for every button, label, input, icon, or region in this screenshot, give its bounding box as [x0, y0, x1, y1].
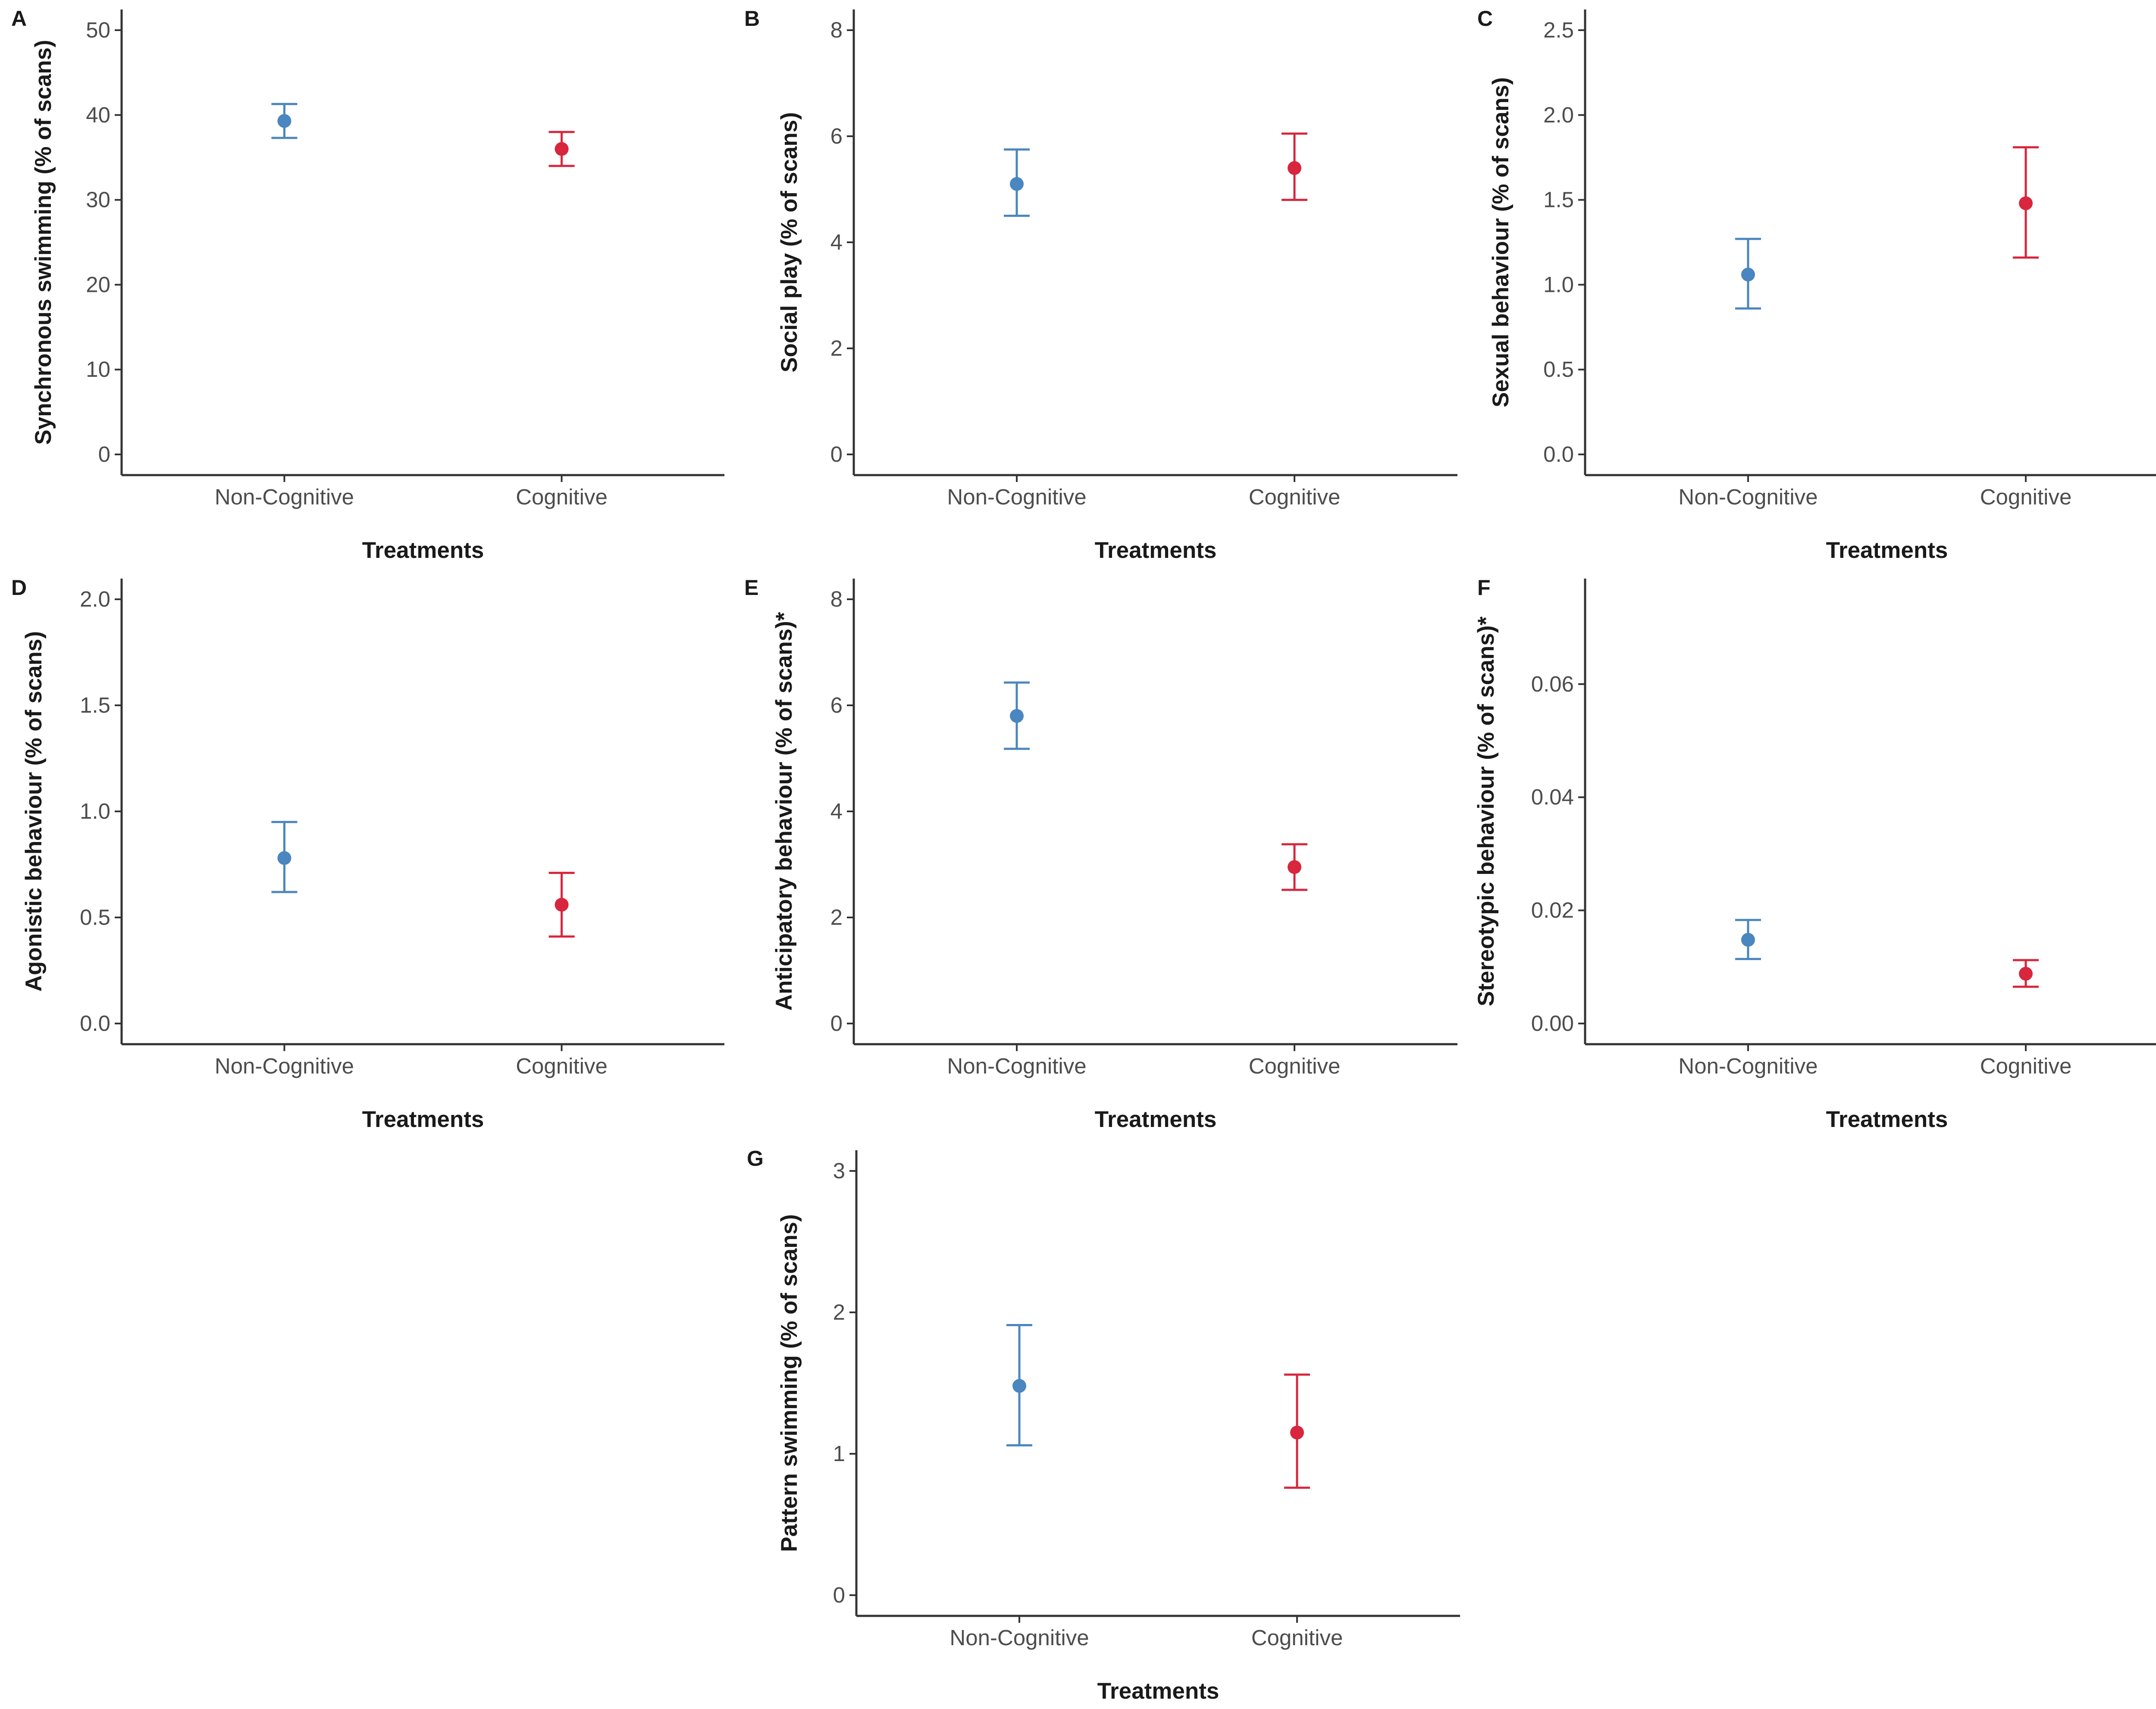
- panel-label: G: [747, 1146, 764, 1171]
- y-tick-label: 6: [830, 693, 843, 717]
- y-tick-label: 0.5: [1543, 357, 1574, 382]
- data-point: [1290, 1425, 1304, 1440]
- y-tick-label: 40: [86, 103, 110, 127]
- y-axis-title: Social play (% of scans): [777, 112, 802, 372]
- x-axis-title: Treatments: [1826, 1107, 1948, 1132]
- y-tick-label: 0: [830, 1011, 843, 1036]
- y-tick-label: 1.0: [1543, 272, 1574, 297]
- y-tick-label: 0.00: [1531, 1011, 1574, 1036]
- y-tick-label: 1.5: [1543, 188, 1574, 212]
- data-point: [1288, 860, 1301, 874]
- y-tick-label: 0.04: [1531, 785, 1574, 809]
- x-tick-label: Cognitive: [1249, 485, 1341, 509]
- y-tick-label: 0.02: [1531, 898, 1574, 923]
- x-tick-label: Cognitive: [1980, 1054, 2072, 1078]
- y-axis-title: Sexual behaviour (% of scans): [1488, 77, 1514, 407]
- y-tick-label: 4: [830, 230, 843, 254]
- y-tick-label: 2.5: [1543, 18, 1574, 42]
- y-axis-title: Anticipatory behaviour (% of scans)*: [771, 612, 797, 1011]
- y-tick-label: 50: [86, 18, 110, 42]
- data-point: [555, 142, 569, 156]
- data-point: [277, 851, 291, 865]
- x-axis-title: Treatments: [362, 1107, 484, 1132]
- data-point: [1288, 161, 1301, 175]
- y-tick-label: 0: [830, 442, 843, 466]
- x-axis-title: Treatments: [1826, 538, 1948, 563]
- y-tick-label: 1.0: [80, 799, 110, 823]
- panel-label: D: [11, 576, 27, 600]
- x-tick-label: Non-Cognitive: [947, 1054, 1086, 1078]
- y-tick-label: 1.5: [80, 693, 110, 717]
- x-tick-label: Cognitive: [516, 485, 608, 509]
- panel-c: 0.0 0.5 1.0 1.5 2.0 2.5 Non-Cognitive Cognitive…: [1477, 6, 2156, 563]
- y-tick-label: 2: [830, 905, 843, 930]
- y-tick-label: 0.5: [80, 905, 110, 930]
- y-tick-label: 0.0: [80, 1011, 110, 1036]
- x-tick-label: Cognitive: [1251, 1625, 1343, 1650]
- x-tick-label: Cognitive: [1980, 485, 2072, 509]
- y-tick-label: 8: [830, 587, 843, 611]
- y-tick-label: 10: [86, 357, 110, 382]
- y-tick-label: 4: [830, 799, 843, 823]
- x-tick-label: Non-Cognitive: [215, 1054, 354, 1078]
- y-tick-label: 0: [98, 442, 110, 466]
- x-tick-label: Cognitive: [1249, 1054, 1341, 1078]
- data-point: [1010, 709, 1024, 723]
- x-tick-label: Non-Cognitive: [947, 485, 1086, 509]
- y-axis-title: Synchronous swimming (% of scans): [31, 40, 56, 444]
- panel-label: C: [1477, 6, 1493, 31]
- data-point: [1741, 933, 1755, 947]
- panel-f: 0.00 0.02 0.04 0.06 Non-Cognitive Cognitive Tr…: [1473, 576, 2156, 1132]
- data-point: [1012, 1379, 1026, 1393]
- y-tick-label: 2.0: [80, 587, 110, 611]
- data-point: [1010, 177, 1024, 191]
- x-tick-label: Non-Cognitive: [215, 485, 354, 509]
- y-tick-label: 30: [86, 188, 110, 212]
- data-point: [2019, 196, 2033, 210]
- y-tick-label: 0: [833, 1583, 845, 1607]
- panel-label: E: [744, 576, 758, 600]
- x-tick-label: Non-Cognitive: [950, 1625, 1089, 1650]
- data-point: [277, 114, 291, 128]
- panel-a: 0 10 20 30 40 50 Non-Cognitive Cognitive Treatme…: [11, 6, 724, 563]
- y-axis-title: Pattern swimming (% of scans): [777, 1214, 802, 1552]
- x-tick-label: Non-Cognitive: [1678, 485, 1818, 509]
- panel-b: 0 2 4 6 8 Non-Cognitive Cognitive Treatments Soc…: [744, 6, 1457, 563]
- y-tick-label: 20: [86, 272, 110, 297]
- x-axis-title: Treatments: [1095, 538, 1217, 563]
- y-tick-label: 2.0: [1543, 103, 1574, 127]
- data-point: [2019, 967, 2033, 981]
- x-axis-title: Treatments: [362, 538, 484, 563]
- y-tick-label: 1: [833, 1441, 845, 1466]
- data-point: [555, 898, 569, 912]
- y-tick-label: 2: [833, 1300, 845, 1324]
- y-tick-label: 0.06: [1531, 672, 1574, 696]
- y-tick-label: 0.0: [1543, 442, 1574, 466]
- y-tick-label: 3: [833, 1158, 845, 1183]
- panel-g: 0 1 2 3 Non-Cognitive Cognitive Treatments Patt…: [747, 1146, 1460, 1704]
- x-axis-title: Treatments: [1097, 1678, 1219, 1704]
- panel-e: 0 2 4 6 8 Non-Cognitive Cognitive Treatments Ant…: [744, 576, 1457, 1132]
- panel-label: A: [11, 6, 27, 31]
- x-tick-label: Cognitive: [516, 1054, 608, 1078]
- y-tick-label: 2: [830, 336, 843, 360]
- y-tick-label: 8: [830, 18, 843, 42]
- y-axis-title: Agonistic behaviour (% of scans): [21, 631, 47, 992]
- panel-label: B: [744, 6, 760, 31]
- y-axis-title: Stereotypic behaviour (% of scans)*: [1473, 617, 1499, 1007]
- data-point: [1741, 267, 1755, 282]
- panel-label: F: [1477, 576, 1491, 600]
- x-tick-label: Non-Cognitive: [1678, 1054, 1818, 1078]
- panel-d: 0.0 0.5 1.0 1.5 2.0 Non-Cognitive Cognitive Tre…: [11, 576, 724, 1132]
- x-axis-title: Treatments: [1095, 1107, 1217, 1132]
- y-tick-label: 6: [830, 124, 843, 148]
